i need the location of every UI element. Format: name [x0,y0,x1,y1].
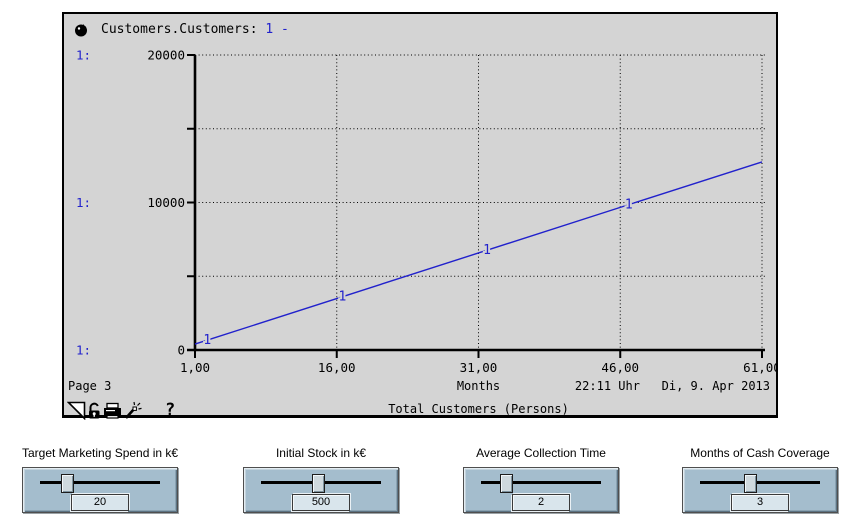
slider-track[interactable] [481,481,601,484]
slider-thumb[interactable] [499,474,513,493]
chart-title-name: Customers.Customers: [101,22,266,37]
graph-pad-toolbar: ? [67,400,175,420]
slider-value[interactable]: 20 [71,494,129,511]
slider-panel: 3 [682,467,838,513]
slider-thumb[interactable] [312,474,326,493]
slider-value[interactable]: 3 [731,494,789,511]
y-tick-label: 0 [177,343,185,358]
help-icon[interactable]: ? [165,400,176,420]
page-number-label: Page 3 [68,379,112,393]
chart-svg: 1,00 16,00 31,00 46,00 61,00 1: 20000 1: 10000 1:… [76,48,776,376]
x-axis-label: Months [456,379,501,393]
graph-pad-ball-icon [75,24,87,37]
printer-icon[interactable] [102,401,123,420]
slider-thumb[interactable] [743,474,757,493]
slider-track[interactable] [700,481,820,484]
chart-footer-label: Total Customers (Persons) [388,402,569,416]
flip-page-corner-icon[interactable] [67,401,86,420]
series-marker-label: 1 [203,333,211,348]
slider-panel: 20 [22,467,178,513]
x-tick-label: 1,00 [180,360,210,375]
y-tick-label: 20000 [147,48,185,63]
slider-months-of-cash-coverage: Months of Cash Coverage 3 [682,446,838,513]
series-line [194,161,763,345]
x-tick-label: 16,00 [318,360,356,375]
slider-panel: 2 [463,467,619,513]
x-tick-label: 46,00 [601,360,639,375]
y-scale-prefix: 1: [76,343,91,358]
chart-title-series-number: 1 - [265,22,289,37]
slider-label: Months of Cash Coverage [690,446,830,460]
slider-initial-stock: Initial Stock in k€ 500 [243,446,399,513]
slider-average-collection-time: Average Collection Time 2 [463,446,619,513]
slider-value[interactable]: 2 [512,494,570,511]
slider-target-marketing-spend: Target Marketing Spend in k€ 20 [22,446,178,513]
x-tick-label: 31,00 [460,360,498,375]
slider-panel: 500 [243,467,399,513]
slider-thumb[interactable] [60,474,74,493]
slider-label: Average Collection Time [476,446,606,460]
run-timestamp: 22:11 Uhr Di, 9. Apr 2013 [574,379,770,393]
y-tick-label: 10000 [147,195,185,210]
series-marker-label: 1 [625,198,633,213]
chart-title: Customers.Customers: 1 - [101,22,289,37]
slider-label: Initial Stock in k€ [275,446,367,460]
series-marker-label: 1 [339,290,347,305]
y-scale-prefix: 1: [76,48,91,63]
slider-track[interactable] [40,481,160,484]
slider-label: Target Marketing Spend in k€ [22,446,179,460]
series-marker-label: 1 [483,243,491,258]
slider-value[interactable]: 500 [292,494,350,511]
lock-open-icon[interactable] [86,401,102,420]
magic-wand-icon[interactable] [123,401,143,420]
graph-pad: Customers.Customers: 1 - 1,00 16,00 31,00 4… [62,12,778,420]
x-tick-label: 61,00 [743,360,776,375]
y-scale-prefix: 1: [76,195,91,210]
